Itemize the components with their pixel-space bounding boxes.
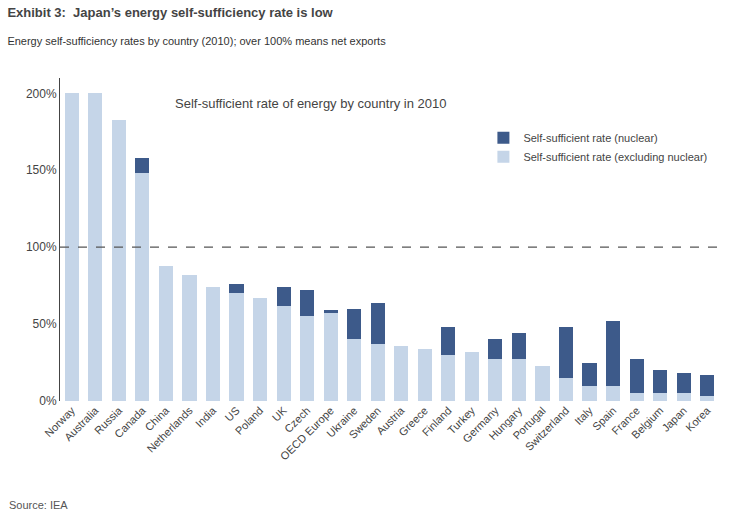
svg-text:Austria: Austria xyxy=(374,404,407,437)
svg-text:150%: 150% xyxy=(26,163,57,177)
svg-text:0%: 0% xyxy=(39,394,57,408)
svg-text:Norway: Norway xyxy=(42,404,77,439)
svg-text:Spain: Spain xyxy=(590,404,618,432)
svg-text:100%: 100% xyxy=(26,240,57,254)
svg-text:UK: UK xyxy=(270,404,290,424)
svg-text:Source: IEA: Source: IEA xyxy=(9,499,68,511)
svg-text:Russia: Russia xyxy=(92,404,125,437)
svg-text:Australia: Australia xyxy=(62,404,101,443)
svg-text:Greece: Greece xyxy=(396,404,430,438)
svg-text:Switzerland: Switzerland xyxy=(523,404,572,453)
svg-text:Self-sufficient rate (nuclear): Self-sufficient rate (nuclear) xyxy=(523,132,657,144)
svg-text:Finland: Finland xyxy=(420,404,454,438)
svg-text:Korea: Korea xyxy=(683,404,713,434)
svg-text:Italy: Italy xyxy=(572,404,595,427)
svg-text:200%: 200% xyxy=(26,87,57,101)
svg-text:Self-sufficient rate (excludin: Self-sufficient rate (excluding nuclear) xyxy=(523,151,707,163)
svg-text:Self-sufficient rate of energy: Self-sufficient rate of energy by countr… xyxy=(175,96,446,111)
svg-text:US: US xyxy=(223,404,242,423)
svg-text:Ukraine: Ukraine xyxy=(324,404,359,439)
svg-text:Germany: Germany xyxy=(460,404,501,445)
svg-text:China: China xyxy=(142,404,171,433)
svg-text:Sweden: Sweden xyxy=(346,404,383,441)
svg-text:Poland: Poland xyxy=(233,404,266,437)
svg-text:OECD Europe: OECD Europe xyxy=(278,404,336,462)
svg-text:50%: 50% xyxy=(33,317,57,331)
svg-text:Belgium: Belgium xyxy=(629,404,666,441)
svg-text:Energy self-sufficiency rates: Energy self-sufficiency rates by country… xyxy=(7,35,386,47)
svg-text:Turkey: Turkey xyxy=(445,404,477,436)
svg-text:Netherlands: Netherlands xyxy=(144,404,195,455)
svg-text:France: France xyxy=(609,404,642,437)
svg-text:Japan: Japan xyxy=(659,404,689,434)
svg-text:Canada: Canada xyxy=(112,404,148,440)
svg-text:Hungary: Hungary xyxy=(486,404,524,442)
svg-text:Exhibit 3: Japan’s energy sel: Exhibit 3: Japan’s energy self-sufficien… xyxy=(7,5,333,20)
svg-text:Czech: Czech xyxy=(282,404,313,435)
svg-text:India: India xyxy=(193,404,219,430)
svg-text:Portugal: Portugal xyxy=(510,404,547,441)
